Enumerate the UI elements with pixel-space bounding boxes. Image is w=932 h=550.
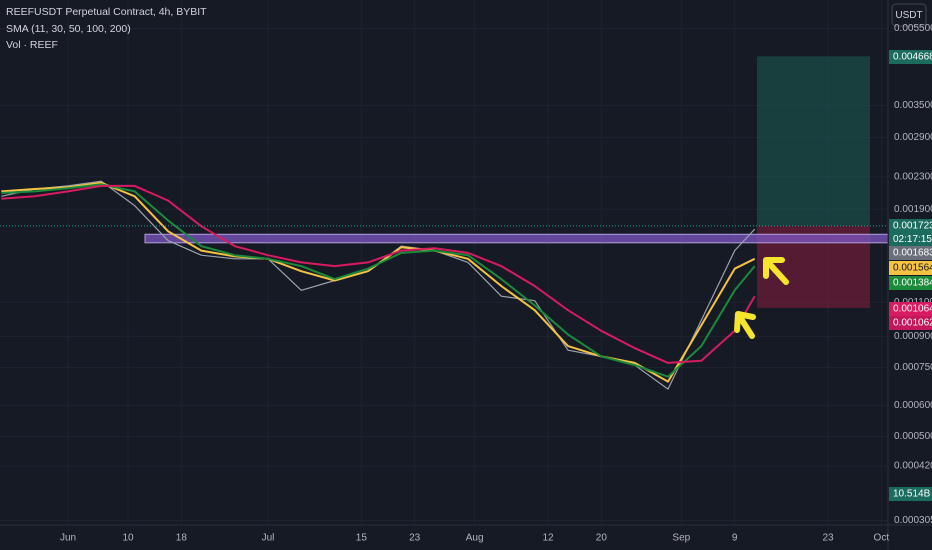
y-tick-label: 0.002300 xyxy=(894,171,932,182)
price-label: 0.001062 xyxy=(893,318,932,329)
series-line xyxy=(1,183,756,378)
x-tick-label: Jul xyxy=(262,533,275,544)
y-tick-label: 0.002900 xyxy=(894,132,932,143)
price-label-box xyxy=(889,219,932,233)
x-tick-label: Sep xyxy=(672,533,690,544)
price-label-box xyxy=(889,302,932,316)
profit-zone xyxy=(757,56,870,226)
price-label-box xyxy=(889,246,932,260)
price-label: 0.001064 xyxy=(893,304,932,315)
price-label-box xyxy=(889,261,932,275)
x-tick-label: Jun xyxy=(60,533,76,544)
plot xyxy=(0,56,889,390)
x-tick-label: 15 xyxy=(356,533,368,544)
support-zone xyxy=(144,233,889,244)
x-tick-label: Aug xyxy=(466,533,484,544)
price-label-box xyxy=(889,50,932,64)
volume-label: 10.514B xyxy=(893,489,931,500)
x-tick-label: 12 xyxy=(542,533,554,544)
x-tick-label: 18 xyxy=(176,533,188,544)
countdown: 02:17:15 xyxy=(893,234,932,245)
y-tick-label: 0.003500 xyxy=(894,100,932,111)
x-tick-label: 23 xyxy=(409,533,421,544)
indicator-label: Vol · REEF xyxy=(6,39,58,51)
x-tick-label: 20 xyxy=(596,533,608,544)
y-tick-label: 0.000305 xyxy=(894,515,932,526)
countdown-box xyxy=(889,233,932,246)
y-tick-label: 0.001900 xyxy=(894,204,932,215)
price-label: 0.001683 xyxy=(893,248,932,259)
y-tick-label: 0.005500 xyxy=(894,23,932,34)
price-label: 0.001564 xyxy=(893,263,932,274)
volume-label-box xyxy=(889,487,932,501)
price-label-box xyxy=(889,316,932,330)
price-label: 0.001723 xyxy=(893,221,932,232)
grid xyxy=(0,0,888,525)
chart-title: REEFUSDT Perpetual Contract, 4h, BYBIT xyxy=(6,6,207,18)
y-tick-label: 0.000420 xyxy=(894,461,932,472)
y-tick-label: 0.000500 xyxy=(894,431,932,442)
x-tick-label: 23 xyxy=(822,533,834,544)
currency-label[interactable]: USDT xyxy=(895,10,922,21)
y-tick-label: 0.000750 xyxy=(894,362,932,373)
currency-button[interactable] xyxy=(891,3,927,27)
price-label-box xyxy=(889,276,932,290)
price-label: 0.001384 xyxy=(893,278,932,289)
y-tick-label: 0.000600 xyxy=(894,400,932,411)
y-tick-label: 0.000900 xyxy=(894,331,932,342)
series-line xyxy=(1,184,756,364)
indicator-label: SMA (11, 30, 50, 100, 200) xyxy=(6,23,131,35)
price-label: 0.004668 xyxy=(893,52,932,63)
x-tick-label: 10 xyxy=(122,533,134,544)
x-tick-label: 9 xyxy=(732,533,738,544)
annotation-arrow xyxy=(734,257,789,339)
x-tick-label: Oct xyxy=(874,533,890,544)
